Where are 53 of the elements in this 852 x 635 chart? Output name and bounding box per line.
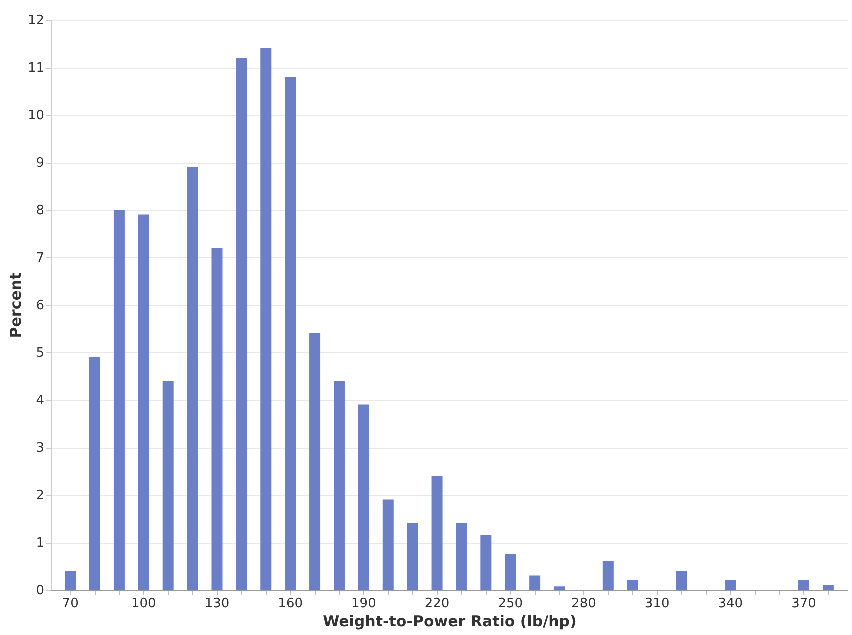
x-axis-title: Weight-to-Power Ratio (lb/hp) [323, 612, 577, 630]
bar [432, 476, 443, 590]
x-tick-label: 130 [204, 596, 230, 612]
bar [334, 381, 345, 590]
y-tick-label: 7 [36, 251, 44, 266]
bar [285, 77, 296, 590]
bar [260, 48, 272, 590]
y-tick-label: 1 [36, 536, 44, 551]
bar [822, 585, 834, 590]
y-tick-label: 4 [36, 394, 44, 408]
bar [676, 571, 688, 590]
bar [602, 562, 614, 590]
bar [382, 500, 394, 590]
bar [187, 167, 198, 590]
y-tick-label: 3 [36, 441, 44, 456]
bar [310, 334, 321, 590]
bar [114, 210, 125, 590]
x-tick-label: 220 [424, 596, 450, 612]
bar [554, 586, 566, 590]
y-tick-label: 0 [36, 584, 44, 598]
y-tick-label: 9 [36, 156, 44, 171]
bar [627, 580, 638, 590]
y-tick-label: 12 [28, 14, 44, 28]
bar [798, 580, 810, 590]
x-tick-label: 100 [131, 596, 156, 612]
bar [530, 576, 541, 590]
y-tick-label: 11 [28, 61, 44, 76]
bar [725, 580, 736, 590]
y-tick-label: 6 [36, 298, 44, 314]
bar [212, 248, 223, 590]
y-tick-label: 10 [28, 108, 44, 124]
bar [90, 357, 101, 590]
y-tick-label: 8 [36, 204, 44, 218]
bar [505, 554, 516, 590]
x-tick-label: 340 [718, 596, 744, 612]
bar [480, 535, 492, 590]
x-tick-label: 280 [572, 596, 596, 612]
y-tick-label: 2 [36, 488, 44, 504]
x-tick-label: 250 [498, 596, 524, 612]
x-tick-label: 190 [352, 596, 376, 612]
bar [456, 524, 468, 590]
bar [358, 404, 370, 590]
x-tick-label: 370 [792, 596, 816, 612]
bar [65, 571, 76, 590]
x-tick-label: 310 [644, 596, 670, 612]
bar [162, 381, 174, 590]
bar [138, 214, 150, 590]
bar [407, 524, 418, 590]
y-tick-label: 5 [36, 346, 44, 361]
x-tick-label: 160 [278, 596, 304, 612]
y-axis-title: Percent [6, 272, 25, 338]
x-tick-label: 70 [62, 596, 79, 612]
bar [236, 58, 248, 590]
